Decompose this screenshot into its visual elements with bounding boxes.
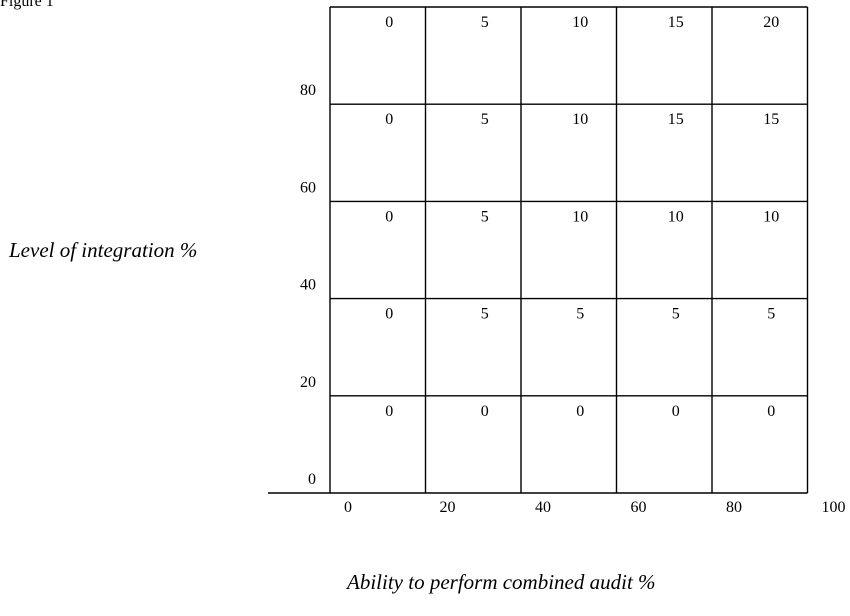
cell-value: 15: [763, 111, 779, 128]
cell-value: 5: [767, 306, 775, 323]
cell-value: 0: [672, 403, 680, 420]
y-tick-label: 80: [300, 82, 316, 99]
cell-value: 15: [668, 14, 684, 31]
cell-value: 5: [672, 306, 680, 323]
x-tick-label: 60: [631, 499, 647, 516]
cell-value: 0: [385, 111, 393, 128]
cell-value: 0: [385, 306, 393, 323]
x-tick-label: 0: [344, 499, 352, 516]
cell-value: 10: [572, 14, 588, 31]
cell-value: 10: [572, 208, 588, 225]
cell-value: 5: [481, 111, 489, 128]
y-tick-label: 0: [308, 471, 316, 488]
figure-caption: Figure 1: [0, 0, 54, 10]
cell-value: 10: [572, 111, 588, 128]
x-axis-ticks: 0 20 40 60 80 100: [344, 499, 846, 516]
y-axis-ticks: 0 20 40 60 80 100: [292, 0, 316, 488]
cell-value: 5: [481, 14, 489, 31]
y-axis-title: Level of integration %: [9, 238, 198, 262]
cell-value: 0: [385, 14, 393, 31]
cell-value: 0: [385, 208, 393, 225]
x-tick-label: 40: [535, 499, 551, 516]
y-tick-label: 20: [300, 374, 316, 391]
cell-value: 5: [576, 306, 584, 323]
y-tick-label: 100: [292, 0, 316, 2]
cell-value: 0: [767, 403, 775, 420]
x-tick-label: 20: [440, 499, 456, 516]
cell-value: 10: [668, 208, 684, 225]
cell-value: 0: [481, 403, 489, 420]
cell-values: 0 5 10 15 20 0 5 10 15 15 0 5 10 10 10 0 5 5 5 5 0 0 0 0 0: [385, 14, 779, 420]
x-axis-title: Ability to perform combined audit %: [347, 570, 656, 594]
y-tick-label: 60: [300, 179, 316, 196]
cell-value: 10: [763, 208, 779, 225]
cell-value: 5: [481, 208, 489, 225]
cell-value: 5: [481, 306, 489, 323]
cell-value: 0: [576, 403, 584, 420]
cell-value: 15: [668, 111, 684, 128]
x-tick-label: 80: [726, 499, 742, 516]
cell-value: 0: [385, 403, 393, 420]
grid-lines: [268, 6, 809, 494]
y-tick-label: 40: [300, 277, 316, 294]
x-tick-label: 100: [822, 499, 846, 516]
cell-value: 20: [763, 14, 779, 31]
